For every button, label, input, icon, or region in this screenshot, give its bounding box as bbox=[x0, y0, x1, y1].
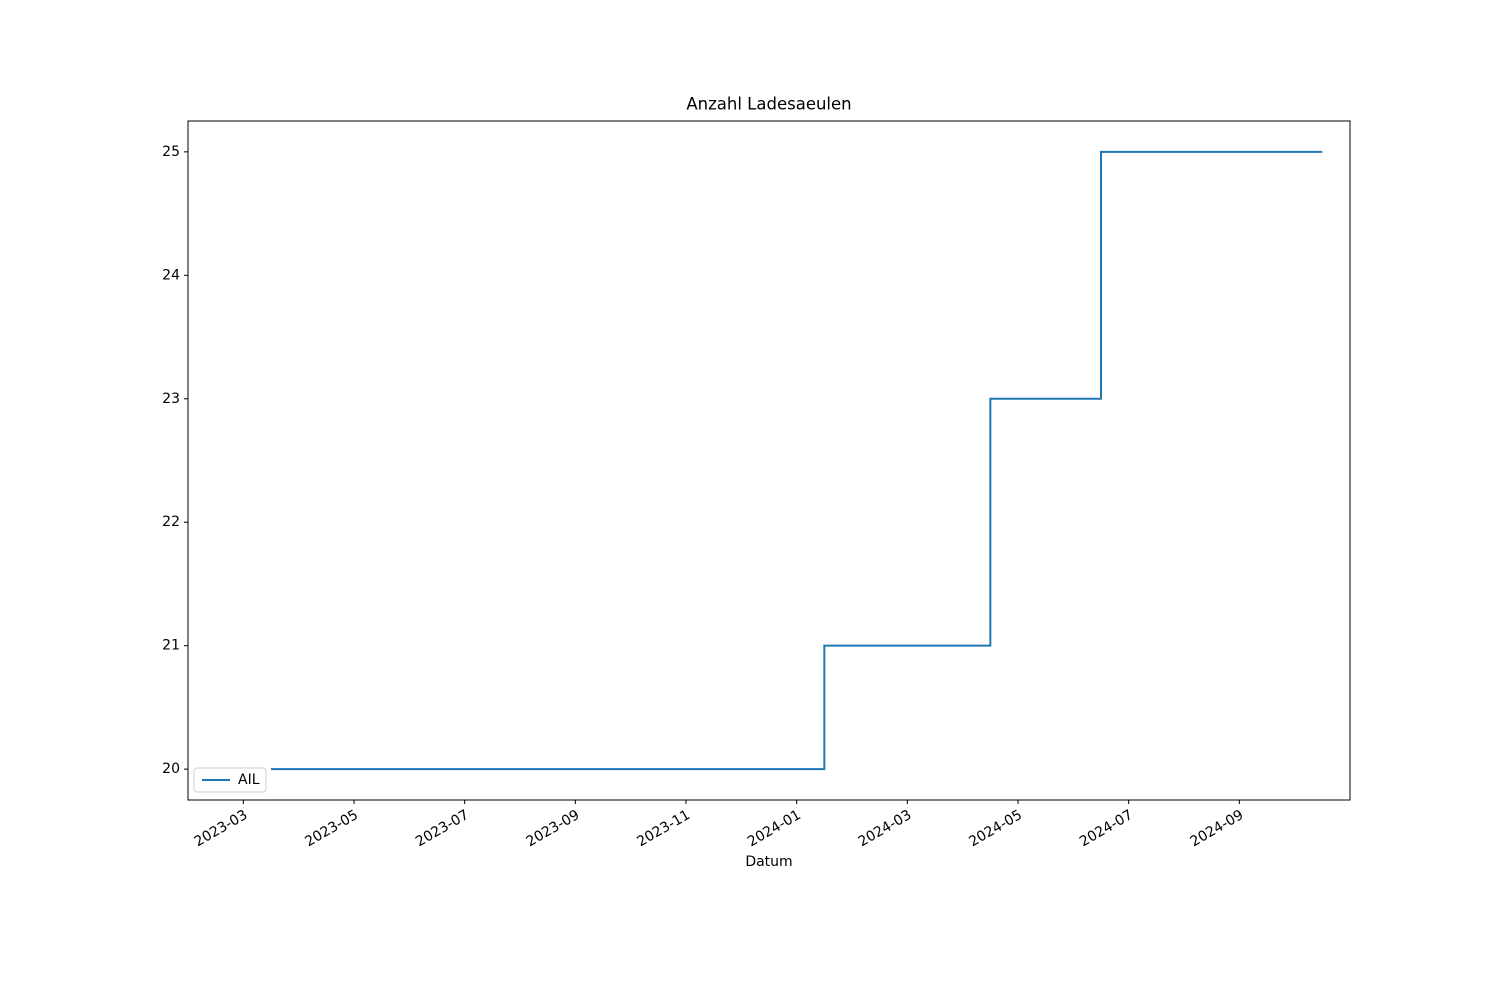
x-axis-label: Datum bbox=[745, 854, 792, 870]
legend-label: AIL bbox=[238, 772, 260, 788]
y-tick-label: 24 bbox=[162, 267, 180, 283]
y-tick-label: 20 bbox=[162, 761, 180, 777]
chart-title: Anzahl Ladesaeulen bbox=[686, 95, 851, 114]
y-tick-label: 25 bbox=[162, 144, 180, 160]
y-tick-label: 23 bbox=[162, 391, 180, 407]
plot-frame bbox=[187, 120, 1351, 801]
line-series bbox=[271, 150, 1323, 771]
y-tick-label: 22 bbox=[162, 514, 180, 530]
y-tick-label: 21 bbox=[162, 638, 180, 654]
